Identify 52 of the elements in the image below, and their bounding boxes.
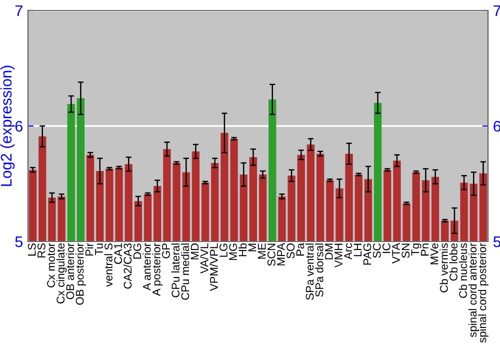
x-tick-label: VTA: [392, 242, 400, 264]
x-tick-label: A posterior: [152, 243, 163, 296]
x-tick-label: spinal cord posterior: [478, 243, 488, 343]
x-tick-label: LS: [28, 243, 36, 256]
x-tick-label: Pa: [296, 242, 304, 256]
x-tick-label: SPa dorsal: [315, 244, 324, 297]
x-tick-label: Cb nucleus: [458, 243, 468, 298]
x-tick-label: RS: [37, 243, 46, 258]
x-tick-label: Tg: [411, 244, 422, 256]
x-tick-label: MPA: [277, 242, 285, 266]
x-tick-label: SN: [402, 244, 410, 258]
x-tick-label: LH: [354, 244, 362, 256]
x-tick-label: Cb vermis: [440, 243, 448, 292]
x-tick-label: CA1: [114, 243, 122, 264]
x-tick-label: OB posterior: [76, 243, 86, 305]
x-tick-label: CA2/CA3: [123, 243, 132, 289]
x-tick-label: VPM/VPL: [210, 243, 218, 292]
x-tick-label: LG: [220, 244, 228, 257]
x-tick-label: MVe: [430, 243, 438, 264]
y-tick-label: 7: [15, 6, 22, 16]
x-tick-label: Cx cingulate: [56, 243, 67, 304]
x-tick-label: Tu: [95, 244, 103, 256]
x-tick-label: PAG: [363, 244, 372, 265]
x-tick-label: SCN: [267, 244, 276, 266]
x-tick-label: M: [248, 244, 256, 252]
x-tick-label: DM: [325, 244, 333, 260]
x-tick-label: SO: [286, 243, 295, 258]
x-tick-label: SC: [372, 243, 381, 258]
x-tick-label: DG: [133, 244, 142, 259]
x-tick-label: CPu medial: [180, 244, 190, 300]
x-tick-label: VMH: [334, 244, 342, 268]
x-tick-label: OB anterior: [66, 243, 74, 300]
x-tick-label: Cx motor: [47, 243, 55, 288]
x-tick-label: IC: [382, 243, 390, 253]
x-tick-label: Arc: [344, 243, 352, 260]
x-tick-label: MD: [190, 243, 199, 260]
x-tick-label: Cb lobe: [449, 243, 458, 281]
x-tick-label: ventral S: [104, 243, 112, 287]
x-tick-label: SPa ventral: [306, 244, 314, 300]
x-tick-label: MG: [229, 244, 238, 260]
x-tick-label: Pir: [85, 243, 94, 256]
x-tick-label: spinal cord anterior: [468, 243, 479, 338]
x-tick-label: CPu lateral: [171, 244, 180, 298]
y-axis-title: Log2 (expression): [0, 66, 15, 186]
x-tick-label: GP: [162, 243, 170, 258]
y-tick-label: 5: [15, 236, 22, 248]
x-tick-label: VA/VL: [200, 243, 208, 274]
x-tick-label: Pn: [420, 244, 429, 256]
x-tick-label: Hb: [238, 243, 247, 256]
y-tick-label: 6: [15, 120, 22, 132]
x-tick-label: ME: [258, 243, 266, 259]
x-tick-label: A anterior: [142, 243, 151, 290]
